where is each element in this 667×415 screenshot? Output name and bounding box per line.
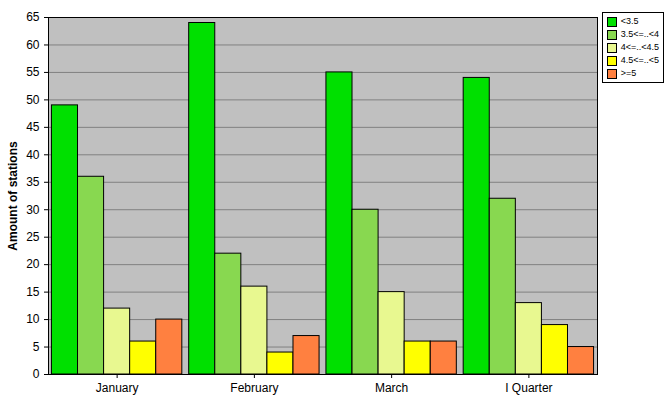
- html-text:4.5<=..<5: 4.5<=..<5: [620, 55, 659, 65]
- svg-text:0: 0: [33, 367, 40, 381]
- svg-text:15: 15: [26, 285, 40, 299]
- svg-text:25: 25: [26, 230, 40, 244]
- svg-text:5: 5: [33, 340, 40, 354]
- html-text:<3.5: <3.5: [620, 16, 639, 26]
- svg-text:50: 50: [26, 93, 40, 107]
- html-text:>=5: >=5: [620, 68, 637, 78]
- html-text:4<=..<4.5: 4<=..<4.5: [620, 42, 659, 52]
- svg-text:20: 20: [26, 257, 40, 271]
- svg-text:40: 40: [26, 148, 40, 162]
- svg-text:65: 65: [26, 10, 40, 24]
- svg-text:February: February: [230, 381, 278, 395]
- html-text:3.5<=..<4: 3.5<=..<4: [620, 29, 659, 39]
- svg-text:55: 55: [26, 65, 40, 79]
- svg-text:I Quarter: I Quarter: [505, 381, 552, 395]
- svg-text:Amount of stations: Amount of stations: [6, 141, 20, 251]
- svg-text:March: March: [375, 381, 408, 395]
- svg-text:60: 60: [26, 38, 40, 52]
- svg-text:10: 10: [26, 312, 40, 326]
- svg-text:45: 45: [26, 120, 40, 134]
- svg-text:35: 35: [26, 175, 40, 189]
- svg-text:30: 30: [26, 203, 40, 217]
- svg-text:January: January: [96, 381, 139, 395]
